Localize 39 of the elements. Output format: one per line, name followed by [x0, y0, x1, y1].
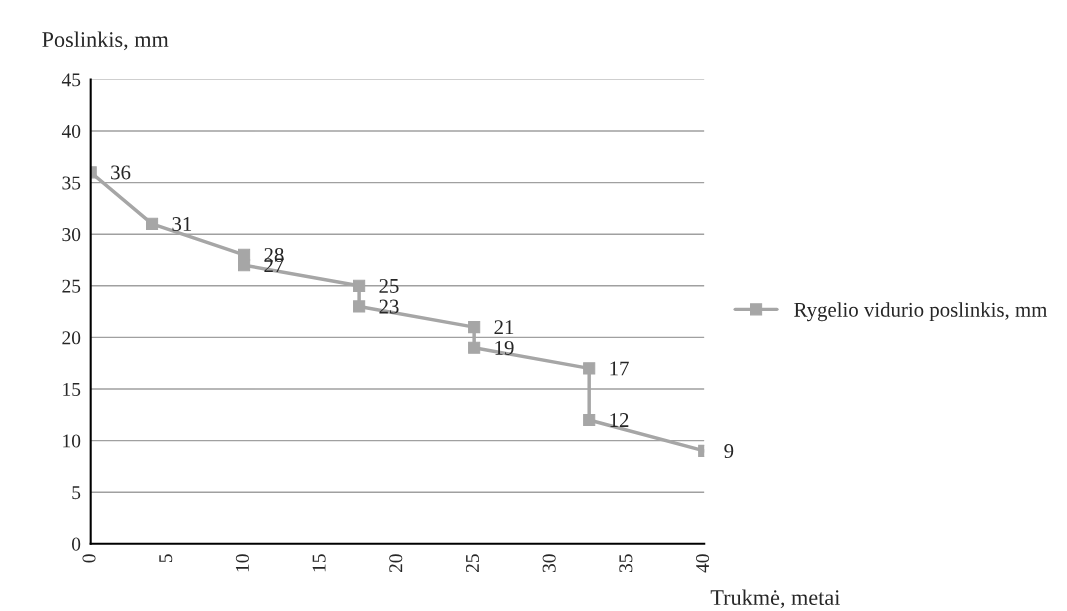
data-label: 36: [111, 165, 131, 180]
y-axis-title: Poslinkis, mm: [42, 31, 169, 51]
legend-label: Rygelio vidurio poslinkis, mm: [794, 302, 1048, 322]
x-tick-label: 40: [695, 554, 710, 573]
data-label: 12: [610, 413, 629, 427]
data-label: 31: [172, 217, 192, 232]
x-tick-label: 15: [312, 554, 326, 572]
data-label: 21: [494, 320, 514, 335]
x-tick-label: 10: [235, 554, 249, 572]
x-tick-label: 0: [82, 554, 96, 563]
x-tick-label: 20: [389, 554, 403, 573]
data-label: 19: [495, 340, 514, 355]
data-label: 23: [379, 299, 399, 314]
y-tick-label: 25: [62, 279, 81, 293]
point: [583, 362, 596, 375]
point: [353, 300, 366, 313]
data-label: 17: [610, 361, 629, 376]
x-tick-label: 5: [159, 554, 173, 563]
y-tick-label: 10: [63, 434, 81, 448]
y-tick-label: 15: [63, 382, 81, 396]
data-label: 9: [724, 444, 734, 459]
y-tick-label: 0: [71, 537, 81, 551]
y-tick-label: 45: [61, 73, 81, 87]
y-tick-label: 35: [62, 176, 81, 190]
y-tick-label: 40: [61, 124, 81, 138]
point: [583, 413, 596, 427]
point: [468, 341, 481, 354]
data-label: 25: [379, 278, 399, 293]
x-tick-label: 25: [465, 554, 480, 573]
point: [468, 321, 481, 334]
y-tick-label: 30: [62, 228, 81, 242]
y-tick-label: 5: [72, 486, 81, 500]
point: [145, 217, 159, 230]
point: [353, 279, 366, 292]
x-axis-title: Trukmė, metai: [710, 589, 840, 609]
x-tick-label: 30: [542, 554, 556, 573]
x-tick-label: 35: [619, 554, 633, 573]
y-tick-label: 20: [62, 331, 81, 345]
point: [238, 259, 251, 272]
